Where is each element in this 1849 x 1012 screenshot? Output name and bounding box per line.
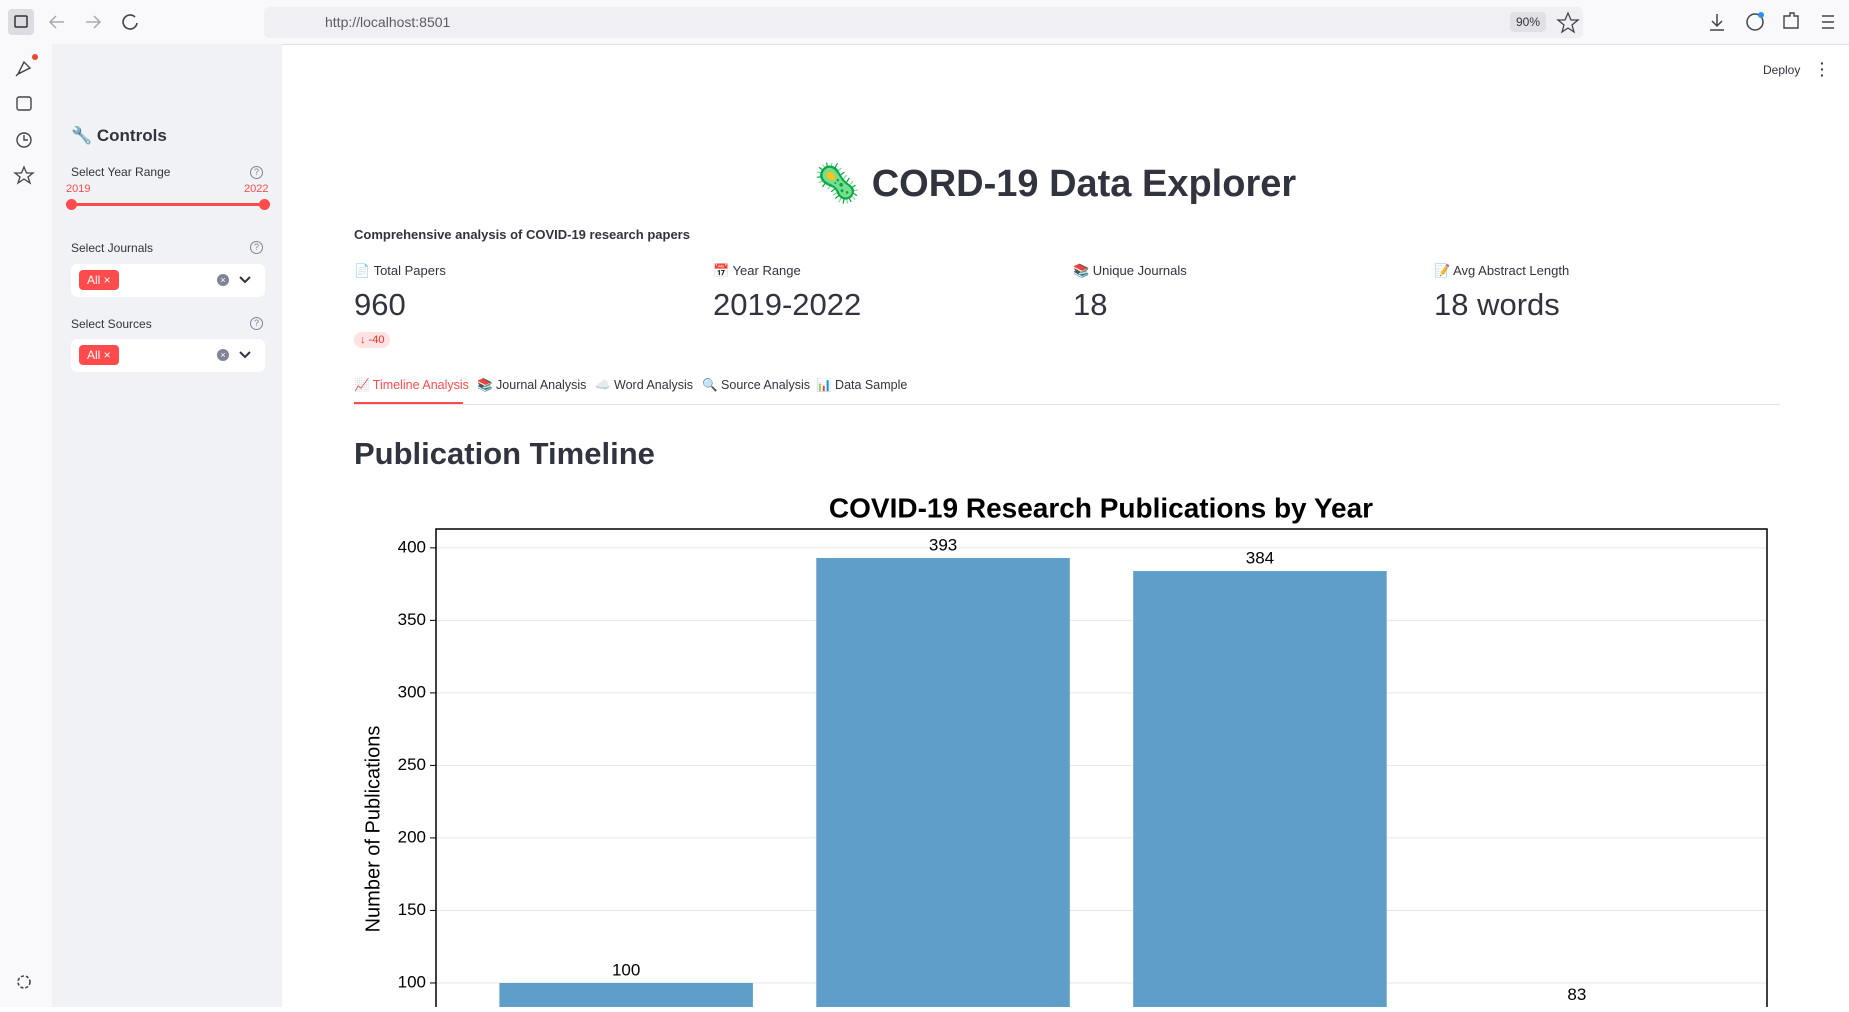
toolbar-icons	[1556, 11, 1834, 34]
y-tick-label: 350	[398, 610, 426, 629]
chip-text: All	[87, 348, 101, 362]
bookmarks-icon[interactable]	[13, 165, 35, 185]
metric-label: 📄 Total Papers	[354, 263, 446, 278]
section-title: Publication Timeline	[354, 436, 655, 471]
y-tick-label: 400	[398, 537, 426, 556]
clear-button[interactable]: ×	[217, 349, 229, 361]
app-title: 🦠 CORD-19 Data Explorer	[813, 163, 1297, 205]
strip-icons	[13, 54, 38, 989]
settings-icon[interactable]	[17, 975, 31, 989]
tab[interactable]: ☁️ Word Analysis	[595, 378, 694, 392]
chip-text: All	[87, 273, 101, 287]
clear-button[interactable]: ×	[217, 274, 229, 286]
value-label: 100	[612, 960, 640, 979]
metric-delta: ↓ -40	[354, 332, 391, 348]
forward-button[interactable]	[86, 15, 102, 29]
metric-label: 📝 Avg Abstract Length	[1434, 263, 1570, 278]
menu[interactable]	[1822, 15, 1834, 29]
help-icon[interactable]: ?	[250, 241, 263, 254]
selected-chip[interactable]: All ×	[79, 345, 119, 365]
dropdown-arrow[interactable]	[238, 274, 252, 286]
history-hands	[23, 135, 28, 141]
slider-track	[71, 203, 264, 206]
metric-value: 18 words	[1434, 287, 1560, 322]
app-subtitle: Comprehensive analysis of COVID-19 resea…	[354, 227, 690, 242]
ai-icon[interactable]	[15, 60, 32, 77]
slider-min: 2019	[66, 183, 91, 195]
y-axis-label: Number of Publications	[362, 726, 384, 933]
bar	[499, 982, 753, 1007]
tab[interactable]: 📊 Data Sample	[816, 378, 908, 392]
url-bar[interactable]	[264, 7, 1583, 38]
y-tick-label: 300	[398, 682, 426, 701]
nav-icons	[8, 9, 138, 35]
metric-value: 2019-2022	[713, 287, 862, 322]
y-tick-label: 250	[398, 755, 426, 774]
tab-divider	[354, 404, 1780, 405]
active-tab-underline	[354, 402, 463, 404]
sidebar-title: 🔧 Controls	[71, 126, 167, 145]
bookmark-star[interactable]	[1556, 11, 1580, 34]
slider-label: Select Year Range	[71, 165, 171, 179]
downloads[interactable]	[1710, 14, 1724, 31]
sidebar-toggle[interactable]	[8, 9, 34, 35]
tab[interactable]: 🔍 Source Analysis	[702, 378, 810, 392]
sidebar-toggle-icon	[14, 15, 28, 28]
bar	[816, 558, 1070, 1007]
metric-value: 960	[354, 287, 406, 322]
y-tick-label: 150	[398, 900, 426, 919]
metric-label: 📚 Unique Journals	[1073, 263, 1187, 278]
zoom-indicator[interactable]: 90%	[1510, 12, 1547, 32]
value-label: 384	[1246, 549, 1274, 568]
app-menu[interactable]: · · ·	[1820, 55, 1825, 83]
slider-handle-max[interactable]	[259, 199, 270, 210]
y-tick-label: 100	[398, 972, 426, 991]
multiselect-label: Select Journals	[71, 241, 154, 255]
value-label: 83	[1567, 985, 1586, 1004]
metric-label: 📅 Year Range	[713, 263, 801, 278]
bar	[1133, 571, 1387, 1007]
metric-value: 18	[1073, 287, 1108, 322]
url-text: http://localhost:8501	[325, 14, 451, 30]
slider-handle-min[interactable]	[66, 199, 77, 210]
slider-max: 2022	[244, 183, 269, 195]
account[interactable]	[1746, 13, 1764, 31]
value-label: 393	[929, 535, 957, 554]
tab[interactable]: 📈 Timeline Analysis	[354, 378, 469, 392]
tab[interactable]: 📚 Journal Analysis	[477, 378, 587, 392]
selected-chip[interactable]: All ×	[79, 270, 119, 290]
help-icon[interactable]: ?	[250, 166, 263, 179]
back-button[interactable]	[48, 15, 64, 29]
plot-frame	[435, 528, 1768, 1007]
delta-value: -40	[368, 334, 385, 346]
extensions[interactable]	[1783, 12, 1799, 29]
tabs-icon[interactable]	[16, 96, 32, 111]
browser-toolbar: http://localhost:8501 90%	[0, 0, 1849, 45]
dropdown-arrow[interactable]	[238, 349, 252, 361]
account-badge	[1758, 12, 1764, 18]
y-tick-label: 200	[398, 827, 426, 846]
notification-dot	[32, 54, 38, 60]
chart-title: COVID-19 Research Publications by Year	[829, 492, 1373, 523]
multiselect-label: Select Sources	[71, 317, 152, 331]
deploy-button[interactable]: Deploy	[1763, 63, 1801, 77]
history-icon[interactable]	[16, 132, 32, 148]
reload-button[interactable]	[122, 14, 138, 30]
help-icon[interactable]: ?	[250, 317, 263, 330]
